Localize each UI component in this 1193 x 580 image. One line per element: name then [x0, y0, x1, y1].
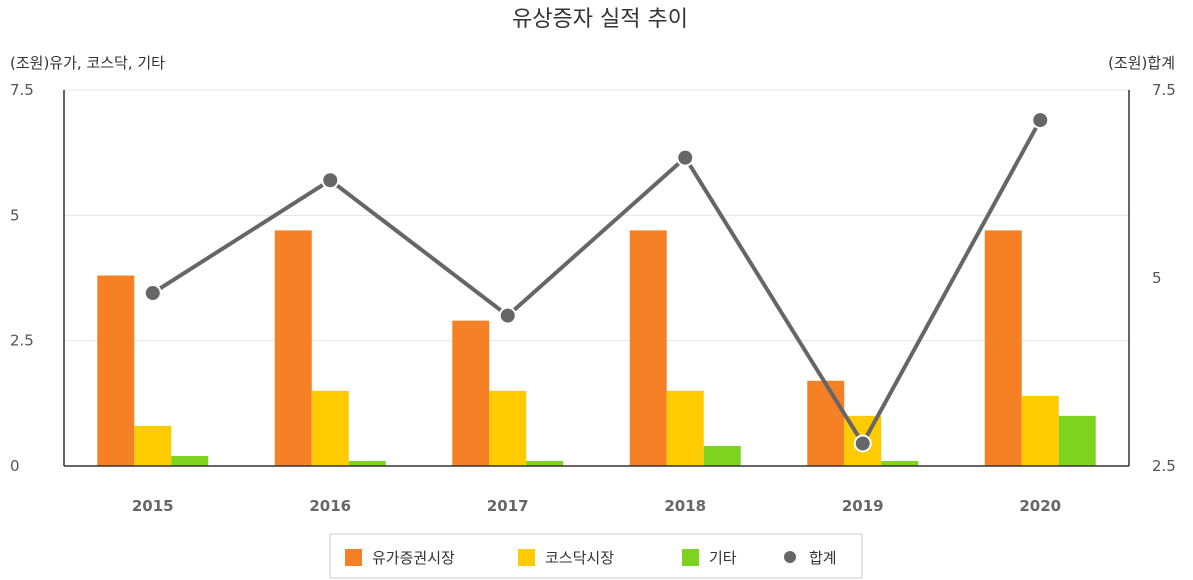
left-tick-label: 2.5 — [10, 332, 34, 350]
legend-box — [329, 533, 863, 579]
category-label: 2020 — [1019, 497, 1061, 515]
bar — [274, 230, 312, 466]
category-label: 2018 — [664, 497, 706, 515]
bar — [171, 455, 209, 466]
bar — [526, 460, 564, 466]
category-label: 2019 — [842, 497, 884, 515]
line-point — [1031, 111, 1050, 130]
bar — [489, 390, 527, 466]
left-tick-label: 5 — [10, 206, 20, 224]
bar — [97, 275, 135, 466]
bar — [666, 390, 704, 466]
legend-items: 유가증권시장 코스닥시장 기타 합계 — [345, 549, 837, 567]
right-tick-label: 7.5 — [1152, 81, 1176, 99]
left-axis-title: (조원)유가, 코스닥, 기타 — [10, 54, 165, 72]
right-tick-labels: 2.5 5 7.5 — [1152, 81, 1176, 475]
gridlines — [64, 89, 1129, 342]
category-labels: 2015 2016 2017 2018 2019 2020 — [132, 497, 1061, 515]
bar — [348, 460, 386, 466]
bar — [1021, 395, 1059, 466]
legend-swatch — [682, 549, 699, 566]
category-label: 2015 — [132, 497, 174, 515]
legend: 유가증권시장 코스닥시장 기타 합계 — [329, 533, 863, 579]
chart-title: 유상증자 실적 추이 — [512, 7, 688, 32]
line-point — [853, 434, 872, 453]
bar — [881, 460, 919, 466]
legend-label: 코스닥시장 — [545, 549, 614, 567]
bar — [629, 230, 667, 466]
category-label: 2016 — [309, 497, 351, 515]
right-axis-title: (조원)합계 — [1108, 54, 1175, 72]
line-series — [143, 111, 1050, 453]
legend-swatch — [784, 551, 796, 563]
bar — [311, 390, 349, 466]
legend-label: 기타 — [709, 549, 737, 567]
bar — [1058, 415, 1096, 466]
legend-swatch — [345, 549, 362, 566]
bar — [807, 380, 845, 466]
right-tick-label: 5 — [1152, 269, 1162, 287]
category-label: 2017 — [487, 497, 529, 515]
bar — [452, 320, 490, 466]
legend-swatch — [518, 549, 535, 566]
total-line — [151, 119, 1043, 446]
line-point — [321, 171, 340, 190]
left-tick-label: 0 — [10, 457, 20, 475]
bar-series — [97, 230, 1096, 466]
bar — [134, 425, 172, 466]
legend-label: 유가증권시장 — [372, 549, 455, 567]
left-tick-labels: 0 2.5 5 7.5 — [10, 81, 34, 475]
line-point — [676, 148, 695, 167]
line-point — [498, 306, 517, 325]
legend-label: 합계 — [809, 549, 837, 567]
right-tick-label: 2.5 — [1152, 457, 1176, 475]
line-point — [143, 284, 162, 303]
left-tick-label: 7.5 — [10, 81, 34, 99]
bar — [984, 230, 1022, 466]
bar — [703, 445, 741, 466]
